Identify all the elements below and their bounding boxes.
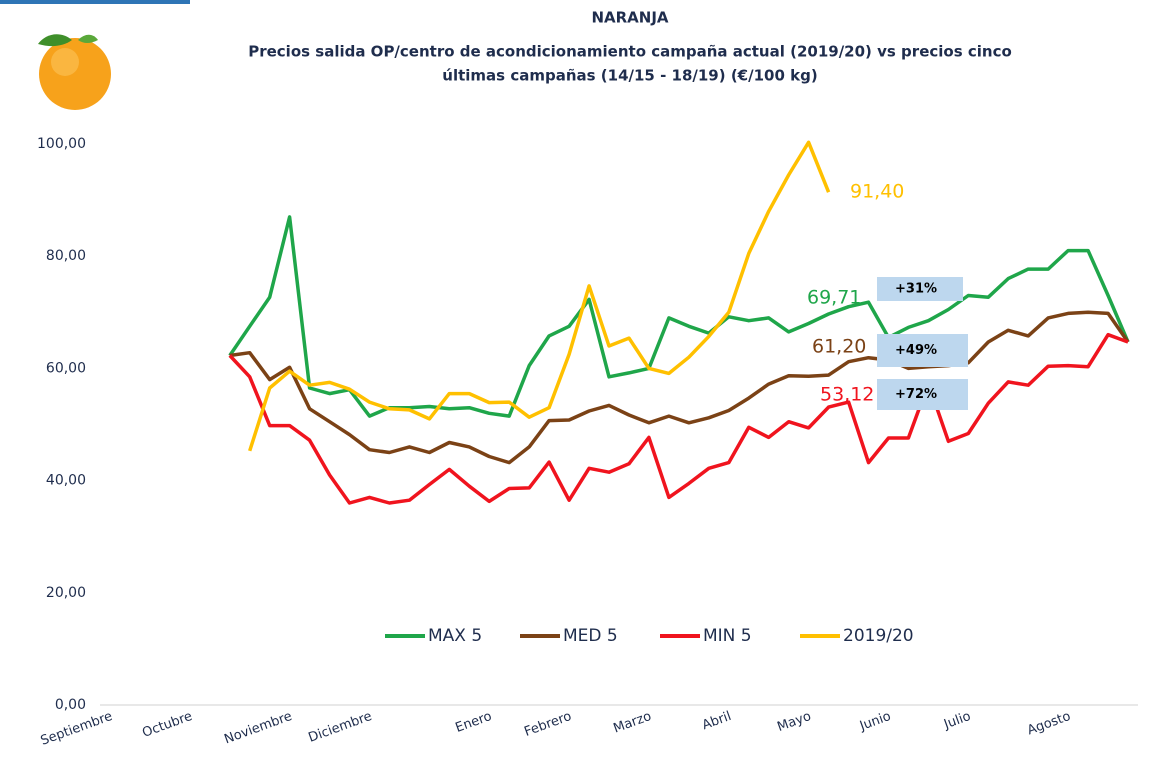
x-tick-label: Enero (453, 709, 493, 736)
chart-title: NARANJA (591, 9, 668, 27)
x-tick-label: Diciembre (307, 709, 374, 746)
y-tick-label: 80,00 (46, 248, 86, 264)
legend-label: MAX 5 (428, 626, 482, 646)
y-tick-label: 100,00 (37, 136, 86, 152)
legend-label: MED 5 (563, 626, 618, 646)
orange-icon (38, 34, 111, 110)
y-tick-label: 20,00 (46, 585, 86, 601)
annotation: 91,40 (850, 181, 904, 203)
chart: NARANJA Precios salida OP/centro de acon… (0, 0, 1150, 784)
x-tick-label: Marzo (611, 709, 653, 737)
top-bar (0, 0, 190, 4)
x-tick-label: Junio (857, 709, 893, 734)
x-tick-label: Mayo (775, 709, 813, 735)
annotation: 69,71 (807, 287, 861, 309)
chart-subtitle: últimas campañas (14/15 - 18/19) (€/100 … (442, 67, 817, 85)
x-tick-label: Julio (941, 709, 973, 733)
annotation: +72% (895, 387, 937, 402)
legend-label: MIN 5 (703, 626, 752, 646)
annotation: 61,20 (812, 336, 866, 358)
series-line (230, 217, 1128, 416)
legend-label: 2019/20 (843, 626, 914, 646)
annotation: 53,12 (820, 384, 874, 406)
x-tick-label: Agosto (1025, 709, 1072, 738)
x-tick-label: Febrero (522, 709, 573, 740)
x-tick-label: Septiembre (39, 709, 115, 749)
x-tick-label: Abril (700, 709, 733, 733)
annotation: +49% (895, 343, 937, 358)
y-tick-label: 0,00 (55, 697, 86, 713)
chart-subtitle: Precios salida OP/centro de acondicionam… (248, 43, 1012, 61)
series-line (250, 142, 829, 451)
annotation: +31% (895, 282, 937, 297)
series-line (230, 312, 1128, 462)
x-tick-label: Noviembre (222, 709, 294, 747)
x-tick-label: Octubre (140, 709, 194, 741)
y-tick-label: 60,00 (46, 360, 86, 376)
y-tick-label: 40,00 (46, 473, 86, 489)
